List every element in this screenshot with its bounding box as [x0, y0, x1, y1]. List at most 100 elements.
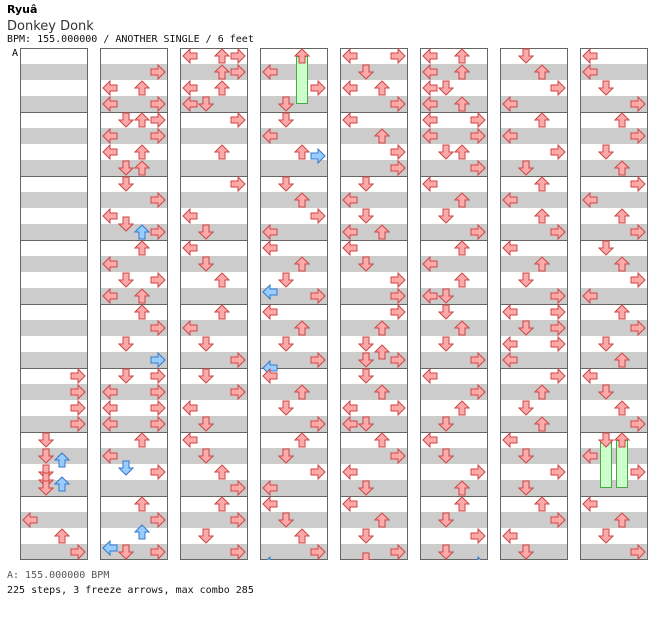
beat-stripe: [500, 288, 568, 304]
left-arrow-icon: [102, 128, 118, 144]
left-arrow-icon: [342, 192, 358, 208]
right-arrow-icon: [310, 352, 326, 368]
beat-stripe: [580, 96, 648, 112]
down-arrow-icon: [118, 336, 134, 352]
beat-stripe: [180, 256, 248, 272]
left-arrow-icon: [102, 384, 118, 400]
down-arrow-icon: [118, 176, 134, 192]
beat-stripe: [340, 480, 408, 496]
right-arrow-icon: [310, 148, 326, 164]
measure-line: [100, 368, 168, 369]
beat-stripe: [580, 224, 648, 240]
left-arrow-icon: [342, 224, 358, 240]
left-arrow-icon: [262, 368, 278, 384]
measure-line: [180, 304, 248, 305]
beat-stripe: [260, 160, 328, 176]
measure-line: [580, 304, 648, 305]
left-arrow-icon: [422, 288, 438, 304]
right-arrow-icon: [150, 512, 166, 528]
up-arrow-icon: [614, 304, 630, 320]
down-arrow-icon: [518, 400, 534, 416]
down-arrow-icon: [358, 208, 374, 224]
right-arrow-icon: [550, 464, 566, 480]
left-arrow-icon: [582, 496, 598, 512]
right-arrow-icon: [630, 544, 646, 560]
down-arrow-icon: [598, 384, 614, 400]
up-arrow-icon: [294, 48, 310, 64]
down-arrow-icon: [38, 480, 54, 496]
beat-stripe: [20, 160, 88, 176]
beat-stripe: [100, 352, 168, 368]
down-arrow-icon: [38, 448, 54, 464]
left-arrow-icon: [342, 240, 358, 256]
beat-stripe: [340, 352, 408, 368]
down-arrow-icon: [358, 176, 374, 192]
right-arrow-icon: [150, 544, 166, 560]
left-arrow-icon: [182, 320, 198, 336]
up-arrow-icon: [454, 480, 470, 496]
right-arrow-icon: [390, 288, 406, 304]
measure-line: [580, 368, 648, 369]
left-arrow-icon: [582, 448, 598, 464]
down-arrow-icon: [118, 368, 134, 384]
measure-line: [500, 176, 568, 177]
up-arrow-icon: [214, 64, 230, 80]
left-arrow-icon: [262, 496, 278, 512]
up-arrow-icon: [534, 208, 550, 224]
left-arrow-icon: [102, 540, 118, 556]
beat-stripe: [180, 64, 248, 80]
up-arrow-icon: [614, 352, 630, 368]
chart-column: [500, 48, 568, 560]
right-arrow-icon: [150, 64, 166, 80]
measure-line: [420, 240, 488, 241]
right-arrow-icon: [390, 544, 406, 560]
beat-stripe: [340, 448, 408, 464]
up-arrow-icon: [214, 80, 230, 96]
measure-line: [580, 240, 648, 241]
beat-stripe: [260, 448, 328, 464]
up-arrow-icon: [294, 528, 310, 544]
measure-line: [420, 432, 488, 433]
measure-line: [260, 176, 328, 177]
measure-line: [500, 432, 568, 433]
right-arrow-icon: [150, 352, 166, 368]
left-arrow-icon: [422, 256, 438, 272]
up-arrow-icon: [294, 192, 310, 208]
up-arrow-icon: [454, 400, 470, 416]
beat-stripe: [580, 352, 648, 368]
beat-stripe: [180, 224, 248, 240]
beat-stripe: [500, 544, 568, 560]
right-arrow-icon: [70, 400, 86, 416]
up-arrow-icon: [134, 160, 150, 176]
down-arrow-icon: [118, 112, 134, 128]
chart-column: [580, 48, 648, 560]
beat-stripe: [420, 128, 488, 144]
beat-stripe: [100, 128, 168, 144]
right-arrow-icon: [550, 512, 566, 528]
left-arrow-icon: [102, 448, 118, 464]
left-arrow-icon: [502, 240, 518, 256]
right-arrow-icon: [150, 416, 166, 432]
down-arrow-icon: [278, 96, 294, 112]
down-arrow-icon: [198, 416, 214, 432]
up-arrow-icon: [374, 432, 390, 448]
left-arrow-icon: [102, 96, 118, 112]
down-arrow-icon: [118, 216, 134, 232]
up-arrow-icon: [134, 304, 150, 320]
right-arrow-icon: [390, 48, 406, 64]
right-arrow-icon: [230, 480, 246, 496]
down-arrow-icon: [118, 544, 134, 560]
right-arrow-icon: [70, 368, 86, 384]
left-arrow-icon: [422, 368, 438, 384]
left-arrow-icon: [502, 304, 518, 320]
down-arrow-icon: [438, 416, 454, 432]
beat-stripe: [180, 128, 248, 144]
left-arrow-icon: [582, 368, 598, 384]
measure-line: [420, 496, 488, 497]
beat-stripe: [420, 416, 488, 432]
left-arrow-icon: [182, 240, 198, 256]
left-arrow-icon: [582, 192, 598, 208]
down-arrow-icon: [278, 176, 294, 192]
right-arrow-icon: [550, 80, 566, 96]
left-arrow-icon: [502, 96, 518, 112]
